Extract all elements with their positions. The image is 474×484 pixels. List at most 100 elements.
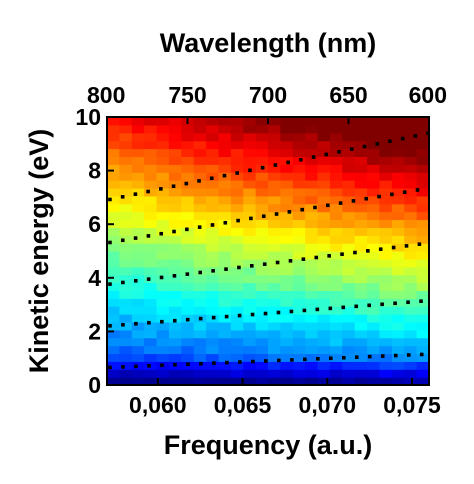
heatmap-cell [305, 329, 319, 339]
dot-marker [328, 306, 333, 311]
heatmap-cell [354, 377, 368, 385]
heatmap-cell [144, 369, 158, 378]
heatmap-cell [181, 148, 195, 158]
heatmap-cell [218, 148, 232, 158]
heatmap-cell [230, 266, 244, 276]
heatmap-cell [354, 282, 368, 292]
heatmap-cell [416, 321, 429, 331]
heatmap-cell [329, 156, 343, 165]
heatmap-cell [354, 211, 368, 221]
heatmap-cell [218, 180, 232, 189]
dot-marker [198, 270, 203, 275]
dot-marker [147, 320, 151, 325]
heatmap-cell [391, 282, 405, 292]
heatmap-cell [144, 211, 158, 221]
heatmap-cell [317, 290, 331, 299]
heatmap-cell [292, 377, 306, 385]
heatmap-cell [243, 290, 257, 299]
heatmap-cell [404, 314, 418, 323]
heatmap-cell [243, 329, 257, 339]
heatmap-cell [329, 124, 343, 134]
heatmap-cell [107, 329, 120, 339]
heatmap-cell [107, 172, 120, 181]
heatmap-cell [107, 337, 120, 347]
heatmap-cell [107, 345, 120, 355]
heatmap-cell [280, 235, 294, 244]
dot-marker [404, 244, 409, 248]
heatmap-cell [391, 195, 405, 205]
heatmap-cell [292, 227, 306, 236]
heatmap-cell [243, 148, 257, 158]
heatmap-cell [317, 235, 331, 244]
heatmap-cell [268, 329, 281, 339]
heatmap-cell [342, 377, 356, 385]
heatmap-cell [131, 180, 145, 189]
dot-marker [388, 139, 392, 144]
heatmap-cell [329, 187, 343, 197]
heatmap-cell [416, 345, 429, 355]
heatmap-cell [305, 306, 319, 315]
heatmap-cell [255, 274, 269, 284]
heatmap-cell [119, 353, 133, 362]
heatmap-cell [404, 211, 418, 221]
heatmap-cell [243, 321, 257, 331]
heatmap-cell [317, 337, 331, 347]
heatmap-cell [243, 187, 257, 197]
heatmap-cell [329, 195, 343, 205]
heatmap-cell [181, 132, 195, 142]
heatmap-cell [280, 345, 294, 355]
heatmap-cell [305, 353, 319, 362]
heatmap-cell [255, 369, 269, 378]
heatmap-cell [131, 251, 145, 260]
heatmap-cell [181, 227, 195, 236]
heatmap-cell [168, 132, 182, 142]
heatmap-cell [379, 298, 393, 307]
heatmap-cell [391, 377, 405, 385]
heatmap-cell [230, 243, 244, 252]
heatmap-cell [168, 140, 182, 150]
heatmap-cell [354, 337, 368, 347]
heatmap-cell [131, 377, 145, 385]
heatmap-cell [243, 203, 257, 213]
heatmap-cell [404, 132, 418, 142]
heatmap-cell [119, 266, 133, 276]
heatmap-cell [119, 321, 133, 331]
heatmap-cell [305, 156, 319, 165]
heatmap-cell [255, 172, 269, 181]
heatmap-cell [342, 243, 356, 252]
dot-marker [198, 316, 203, 321]
heatmap-cell [243, 282, 257, 292]
heatmap-cell [131, 329, 145, 339]
heatmap-cell [119, 187, 133, 197]
heatmap-cell [391, 329, 405, 339]
heatmap-cell [292, 266, 306, 276]
heatmap-cell [329, 274, 343, 284]
heatmap-cell [280, 132, 294, 142]
heatmap-cell [354, 321, 368, 331]
heatmap-cell [243, 345, 257, 355]
heatmap-cell [342, 369, 356, 378]
heatmap-cell [107, 361, 120, 370]
heatmap-cell [181, 329, 195, 339]
heatmap-cell [107, 274, 120, 284]
heatmap-cell [119, 337, 133, 347]
heatmap-cell [354, 148, 368, 158]
heatmap-cell [280, 251, 294, 260]
heatmap-cell [181, 211, 195, 221]
dot-marker [225, 360, 229, 365]
heatmap-cell [292, 251, 306, 260]
heatmap-cell [354, 156, 368, 165]
heatmap-cell [181, 235, 195, 244]
heatmap-cell [144, 282, 158, 292]
heatmap-cell [342, 219, 356, 228]
dot-marker [274, 212, 279, 216]
dot-marker [108, 365, 112, 370]
heatmap-cell [243, 377, 257, 385]
x-tick-label: 0,070 [299, 392, 357, 418]
heatmap-cell [416, 124, 429, 134]
heatmap-cell [379, 321, 393, 331]
heatmap-cell [144, 266, 158, 276]
heatmap-cell [268, 274, 281, 284]
heatmap-cell [243, 195, 257, 205]
dot-marker [393, 301, 397, 306]
